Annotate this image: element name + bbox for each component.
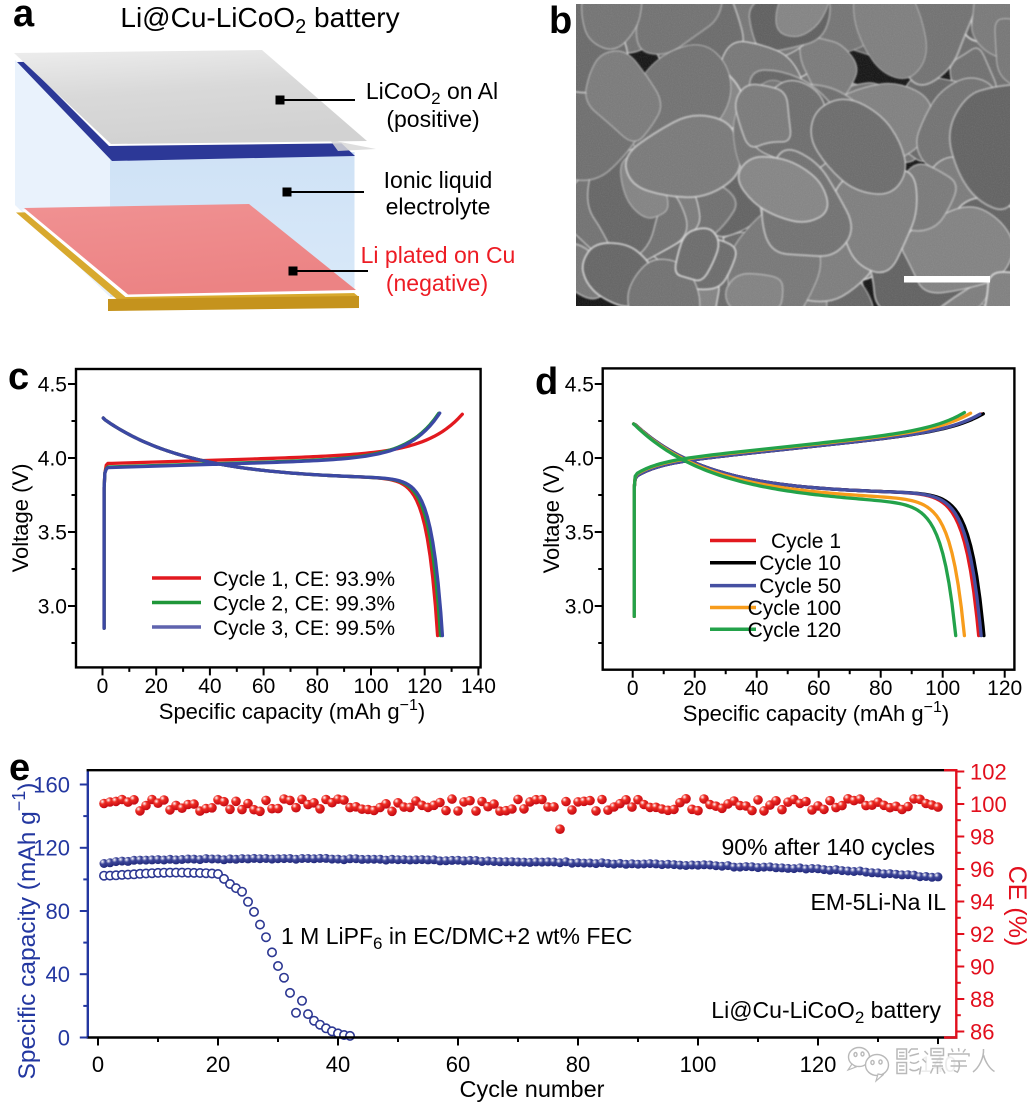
svg-text:80: 80 — [869, 677, 892, 700]
svg-text:120: 120 — [33, 836, 70, 861]
svg-text:90: 90 — [970, 954, 994, 979]
svg-text:120: 120 — [987, 677, 1022, 700]
svg-text:100: 100 — [925, 677, 960, 700]
svg-text:Specific capacity (mAh g−1): Specific capacity (mAh g−1) — [683, 699, 949, 726]
svg-text:120: 120 — [800, 1052, 837, 1077]
svg-text:80: 80 — [306, 675, 329, 698]
svg-text:160: 160 — [33, 772, 70, 797]
svg-text:EM-5Li-Na IL: EM-5Li-Na IL — [811, 889, 947, 915]
svg-text:4.5: 4.5 — [565, 374, 594, 397]
svg-text:Specific capacity (mAh g−1): Specific capacity (mAh g−1) — [9, 783, 41, 1080]
svg-text:140: 140 — [461, 675, 496, 698]
svg-text:Cycle 2, CE: 99.3%: Cycle 2, CE: 99.3% — [213, 593, 395, 616]
svg-text:Voltage (V): Voltage (V) — [8, 464, 33, 573]
svg-text:Cycle 1, CE: 93.9%: Cycle 1, CE: 93.9% — [213, 568, 395, 591]
svg-text:0: 0 — [627, 677, 639, 700]
svg-text:Specific capacity (mAh g−1): Specific capacity (mAh g−1) — [159, 697, 425, 724]
svg-text:100: 100 — [353, 675, 388, 698]
svg-text:Li plated on Cu: Li plated on Cu — [361, 242, 516, 268]
svg-text:c: c — [8, 356, 29, 398]
svg-text:4.5: 4.5 — [38, 374, 67, 397]
svg-text:4.0: 4.0 — [565, 448, 594, 471]
svg-text:86: 86 — [970, 1019, 994, 1044]
svg-text:Li@Cu-LiCoO2 battery: Li@Cu-LiCoO2 battery — [711, 997, 941, 1027]
svg-text:3.0: 3.0 — [565, 596, 594, 619]
svg-text:102: 102 — [970, 759, 1007, 784]
svg-text:98: 98 — [970, 824, 994, 849]
svg-text:Cycle 100: Cycle 100 — [748, 597, 841, 620]
svg-text:3.0: 3.0 — [38, 596, 67, 619]
svg-text:0: 0 — [58, 1025, 70, 1050]
svg-text:0: 0 — [97, 675, 109, 698]
svg-text:60: 60 — [807, 677, 830, 700]
svg-text:40: 40 — [198, 675, 221, 698]
svg-text:3.5: 3.5 — [565, 522, 594, 545]
svg-text:Cycle 3, CE: 99.5%: Cycle 3, CE: 99.5% — [213, 617, 395, 640]
svg-text:100: 100 — [680, 1052, 717, 1077]
svg-text:100: 100 — [970, 792, 1007, 817]
svg-text:4.0: 4.0 — [38, 448, 67, 471]
svg-text:20: 20 — [206, 1052, 230, 1077]
svg-text:88: 88 — [970, 987, 994, 1012]
svg-text:60: 60 — [252, 675, 275, 698]
svg-text:40: 40 — [326, 1052, 350, 1077]
svg-text:b: b — [549, 0, 572, 42]
svg-text:Cycle number: Cycle number — [460, 1076, 605, 1102]
svg-text:60: 60 — [446, 1052, 470, 1077]
svg-text:20: 20 — [145, 675, 168, 698]
svg-text:40: 40 — [46, 962, 70, 987]
svg-text:Ionic liquid: Ionic liquid — [384, 167, 493, 193]
svg-text:40: 40 — [745, 677, 768, 700]
svg-text:96: 96 — [970, 857, 994, 882]
svg-text:Voltage (V): Voltage (V) — [539, 465, 564, 574]
svg-text:1 M LiPF6 in EC/DMC+2 wt% FEC: 1 M LiPF6 in EC/DMC+2 wt% FEC — [281, 923, 632, 953]
svg-text:80: 80 — [566, 1052, 590, 1077]
svg-text:20: 20 — [683, 677, 706, 700]
svg-text:CE (%): CE (%) — [1003, 866, 1028, 947]
svg-text:(negative): (negative) — [386, 270, 488, 296]
svg-text:electrolyte: electrolyte — [386, 194, 491, 220]
svg-text:(positive): (positive) — [386, 106, 479, 132]
svg-text:3.5: 3.5 — [38, 522, 67, 545]
svg-text:Cycle 1: Cycle 1 — [771, 530, 841, 553]
svg-text:80: 80 — [46, 899, 70, 924]
svg-text:e: e — [9, 747, 30, 789]
svg-text:92: 92 — [970, 922, 994, 947]
svg-text:120: 120 — [407, 675, 442, 698]
svg-text:90% after 140 cycles: 90% after 140 cycles — [721, 834, 935, 860]
svg-text:Cycle 120: Cycle 120 — [748, 619, 841, 642]
svg-text:94: 94 — [970, 889, 994, 914]
svg-text:Cycle 10: Cycle 10 — [759, 552, 841, 575]
svg-text:d: d — [535, 361, 558, 403]
svg-text:0: 0 — [92, 1052, 104, 1077]
svg-text:Li@Cu-LiCoO2 battery: Li@Cu-LiCoO2 battery — [120, 2, 399, 38]
svg-text:a: a — [13, 0, 35, 35]
svg-text:Cycle 50: Cycle 50 — [759, 575, 841, 598]
